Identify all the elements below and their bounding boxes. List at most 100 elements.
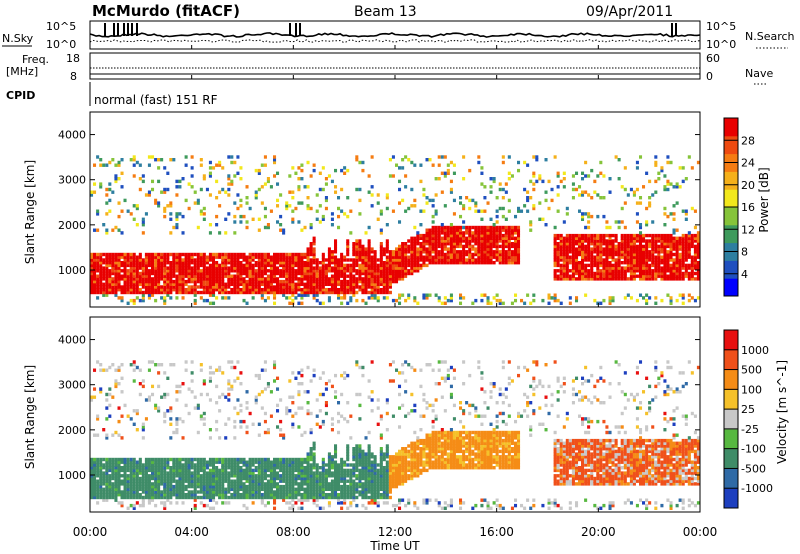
power-cell bbox=[480, 225, 484, 230]
power-cell bbox=[660, 266, 664, 270]
power-cell bbox=[215, 279, 219, 284]
power-cell bbox=[224, 296, 228, 300]
power-cell bbox=[398, 296, 402, 300]
velocity-cell bbox=[251, 460, 255, 464]
power-cell bbox=[654, 269, 658, 273]
power-cell bbox=[166, 255, 170, 259]
velocity-cell bbox=[233, 436, 237, 440]
power-cell bbox=[593, 179, 597, 184]
power-cell bbox=[462, 252, 466, 257]
power-cell bbox=[611, 258, 615, 262]
power-cell bbox=[498, 187, 502, 192]
power-cell bbox=[626, 242, 630, 246]
power-cell bbox=[154, 198, 158, 203]
power-cell bbox=[90, 255, 94, 259]
power-cell bbox=[239, 271, 243, 276]
power-cell bbox=[620, 242, 624, 246]
power-cell bbox=[141, 271, 145, 276]
power-cell bbox=[428, 255, 432, 259]
power-cell bbox=[398, 247, 402, 251]
velocity-cell bbox=[147, 487, 151, 491]
power-cell bbox=[681, 242, 685, 246]
velocity-cell bbox=[215, 487, 219, 491]
velocity-cell bbox=[114, 498, 118, 502]
power-cell bbox=[364, 261, 368, 265]
velocity-cell bbox=[285, 487, 289, 491]
velocity-cell bbox=[123, 471, 127, 475]
velocity-cell bbox=[288, 476, 292, 481]
power-cell bbox=[468, 239, 472, 243]
power-cell bbox=[602, 258, 606, 262]
power-cell bbox=[477, 231, 481, 235]
velocity-cell bbox=[230, 466, 234, 470]
power-cell bbox=[151, 282, 155, 286]
velocity-cell bbox=[239, 493, 243, 497]
power-cell bbox=[318, 261, 322, 265]
power-cell bbox=[449, 228, 453, 232]
power-cell bbox=[108, 282, 112, 286]
velocity-cell bbox=[260, 498, 264, 502]
power-cell bbox=[584, 239, 588, 243]
power-cell bbox=[230, 255, 234, 259]
power-cell bbox=[620, 271, 624, 276]
velocity-cell bbox=[114, 482, 118, 486]
power-cell bbox=[373, 261, 377, 265]
power-cell bbox=[690, 277, 694, 281]
power-cell bbox=[495, 214, 499, 219]
power-cell bbox=[349, 279, 353, 284]
power-cell bbox=[391, 271, 395, 276]
power-cell bbox=[529, 223, 533, 227]
power-cell bbox=[132, 279, 136, 284]
power-cell bbox=[456, 239, 460, 243]
power-cell bbox=[666, 187, 670, 192]
velocity-cell bbox=[132, 368, 136, 372]
power-cell bbox=[187, 182, 191, 186]
power-cell bbox=[218, 277, 222, 281]
velocity-cell bbox=[260, 484, 264, 489]
power-cell bbox=[672, 212, 676, 216]
velocity-cell bbox=[294, 460, 298, 464]
power-cell bbox=[175, 279, 179, 284]
power-cell bbox=[434, 193, 438, 197]
power-cell bbox=[248, 274, 252, 278]
power-cell bbox=[596, 252, 600, 257]
power-cell bbox=[693, 266, 697, 270]
power-cell bbox=[413, 198, 417, 203]
velocity-cell bbox=[154, 482, 158, 486]
velocity-cell bbox=[175, 428, 179, 432]
power-cell bbox=[99, 269, 103, 273]
velocity-cell bbox=[266, 457, 270, 462]
power-cell bbox=[669, 277, 673, 281]
velocity-cell bbox=[297, 392, 301, 397]
power-cell bbox=[437, 244, 441, 249]
power-cell bbox=[358, 247, 362, 251]
velocity-cell bbox=[123, 479, 127, 483]
power-cell bbox=[681, 239, 685, 243]
power-cell bbox=[471, 198, 475, 203]
power-cell bbox=[672, 274, 676, 278]
power-cell bbox=[163, 255, 167, 259]
power-cell bbox=[154, 290, 158, 295]
power-cell bbox=[410, 269, 414, 273]
power-cell bbox=[669, 160, 673, 165]
power-cell bbox=[361, 271, 365, 276]
velocity-cell bbox=[105, 406, 109, 410]
power-cell bbox=[410, 261, 414, 265]
velocity-cell bbox=[205, 476, 209, 481]
power-cell bbox=[382, 269, 386, 273]
power-cell bbox=[352, 244, 356, 249]
colorbar-swatch bbox=[724, 278, 738, 297]
power-cell bbox=[651, 277, 655, 281]
velocity-cell bbox=[208, 493, 212, 497]
velocity-data-cells bbox=[90, 360, 700, 510]
velocity-cell bbox=[303, 490, 307, 494]
power-cell bbox=[166, 261, 170, 265]
power-cell bbox=[556, 185, 560, 189]
velocity-cell bbox=[178, 487, 182, 491]
velocity-cell bbox=[187, 387, 191, 391]
velocity-cell bbox=[294, 463, 298, 467]
power-cell bbox=[666, 182, 670, 186]
power-cell bbox=[346, 258, 350, 262]
power-cell bbox=[645, 247, 649, 251]
velocity-cell bbox=[297, 484, 301, 489]
